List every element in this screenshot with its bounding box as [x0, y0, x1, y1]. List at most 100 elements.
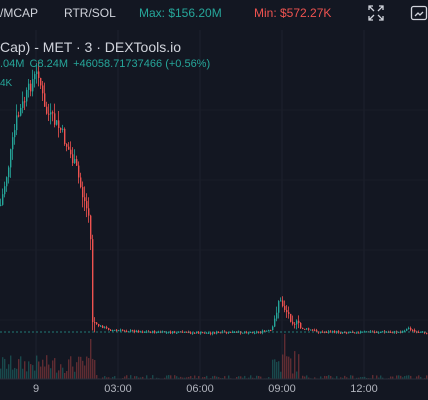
volume-bar	[392, 376, 394, 379]
volume-bar	[112, 376, 114, 379]
volume-bar	[320, 376, 322, 379]
volume-bar	[214, 375, 216, 379]
candle-body	[250, 331, 252, 333]
candle-body	[10, 149, 12, 168]
candle-body	[330, 331, 332, 333]
volume-bar	[170, 375, 172, 379]
candle-body	[308, 328, 310, 330]
x-label-0300: 03:00	[104, 383, 132, 395]
candle-body	[106, 327, 108, 329]
candle-body	[422, 331, 424, 333]
volume-bar	[176, 376, 178, 379]
volume-bar	[50, 368, 52, 379]
candle-body	[102, 325, 104, 329]
candle-body	[390, 331, 392, 333]
volume-bar	[198, 376, 200, 379]
volume-bar	[164, 377, 166, 379]
candle-body	[92, 239, 94, 323]
candle-body	[212, 332, 214, 334]
volume-bar	[404, 375, 406, 379]
volume-bar	[420, 376, 422, 379]
volume-bar	[104, 376, 106, 379]
volume-bar	[188, 376, 190, 379]
candle-body	[60, 128, 62, 130]
candle-body	[136, 330, 138, 333]
candle-body	[338, 331, 340, 333]
candle-body	[406, 328, 408, 331]
candle-body	[304, 328, 306, 330]
fullscreen-icon[interactable]	[367, 4, 385, 22]
volume-bar	[64, 372, 66, 379]
candle-body	[132, 330, 134, 332]
camera-icon[interactable]	[410, 4, 428, 22]
candle-body	[244, 332, 246, 334]
volume-bar	[382, 377, 384, 379]
rtr-sol-toggle[interactable]: RTR/SOL	[64, 6, 116, 20]
candle-body	[380, 332, 382, 334]
volume-bar	[96, 375, 98, 379]
candle-body	[18, 115, 20, 117]
volume-bar	[92, 358, 94, 379]
volume-bar	[396, 375, 398, 379]
volume-bars	[0, 334, 428, 379]
candle-body	[100, 325, 102, 327]
volume-bar	[108, 377, 110, 379]
candle-body	[284, 306, 286, 310]
volume-bar	[390, 376, 392, 379]
volume-bar	[114, 376, 116, 379]
volume-bar	[6, 368, 8, 379]
candle-body	[98, 324, 100, 327]
candle-body	[178, 331, 180, 333]
volume-bar	[288, 356, 290, 379]
volume-bar	[66, 371, 68, 379]
candle-body	[246, 332, 248, 334]
volume-bar	[224, 376, 226, 379]
volume-bar	[346, 377, 348, 379]
volume-bar	[280, 371, 282, 379]
chart-title: Cap) - MET · 3 · DEXTools.io	[0, 39, 182, 55]
volume-bar	[88, 358, 90, 379]
candle-body	[206, 332, 208, 334]
candle-body	[186, 331, 188, 333]
candle-body	[12, 137, 14, 150]
volume-bar	[306, 375, 308, 379]
candle-body	[86, 201, 88, 209]
volume-bar	[292, 373, 294, 379]
candle-body	[326, 332, 328, 334]
volume-bar	[372, 375, 374, 379]
candle-body	[62, 128, 64, 130]
candle-body	[20, 107, 22, 116]
candle-body	[48, 113, 50, 115]
volume-bar	[364, 376, 366, 379]
candle-body	[154, 331, 156, 333]
candle-body	[408, 327, 410, 329]
candle-body	[290, 313, 292, 322]
candle-body	[80, 177, 82, 188]
candle-body	[112, 330, 114, 332]
volume-bar	[314, 377, 316, 379]
volume-bar	[54, 358, 56, 379]
volume-bar	[4, 358, 6, 379]
candle-body	[40, 77, 42, 86]
volume-bar	[22, 368, 24, 379]
volume-bar	[400, 375, 402, 379]
candle-body	[78, 165, 80, 178]
volume-bar	[324, 375, 326, 379]
volume-bar	[308, 377, 310, 379]
candle-body	[72, 154, 74, 164]
mcap-toggle[interactable]: /MCAP	[0, 6, 39, 20]
candle-body	[348, 332, 350, 334]
candle-body	[392, 332, 394, 334]
candle-body	[104, 327, 106, 329]
volume-bar	[166, 375, 168, 379]
volume-bar	[82, 360, 84, 379]
candle-body	[82, 187, 84, 198]
candle-body	[32, 79, 34, 92]
volume-bar	[68, 359, 70, 379]
volume-bar	[278, 361, 280, 379]
volume-bar	[274, 359, 276, 379]
candle-body	[42, 85, 44, 94]
candle-body	[198, 332, 200, 334]
volume-bar	[124, 376, 126, 379]
